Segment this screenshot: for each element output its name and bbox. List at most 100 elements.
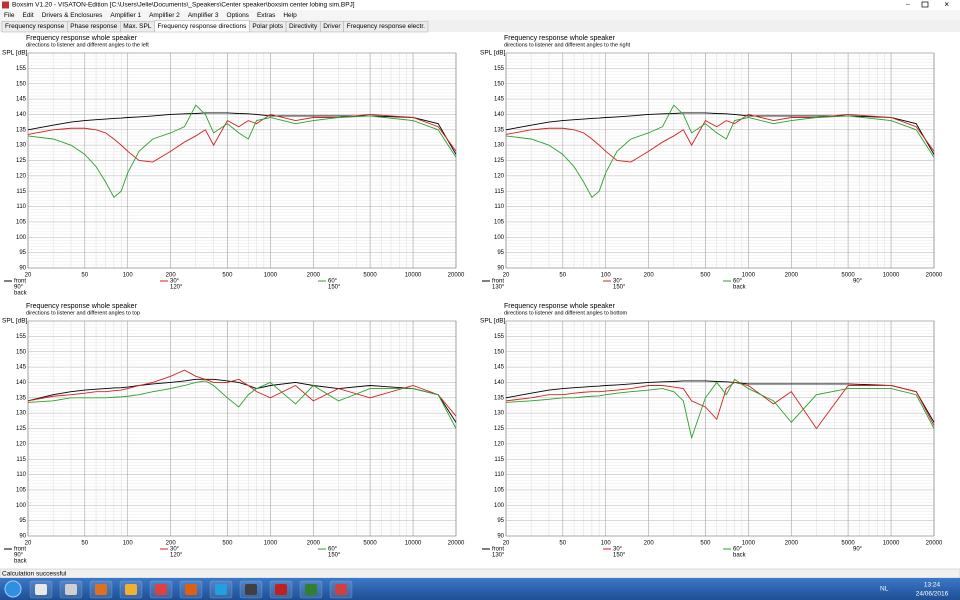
menu-item[interactable]: Amplifier 3: [188, 12, 219, 19]
clock-time[interactable]: 13:24: [924, 582, 941, 589]
clock-date[interactable]: 24/06/2016: [916, 591, 949, 598]
legend-label: 90°: [14, 553, 24, 559]
series-line: [505, 104, 935, 199]
y-tick-label: 130: [16, 143, 27, 149]
taskbar-app-glyph: [275, 584, 287, 595]
legend-label: 60°: [733, 279, 743, 285]
tab-label[interactable]: Polar plots: [252, 23, 283, 30]
x-tick-label: 200: [644, 541, 655, 547]
language-indicator[interactable]: NL: [880, 586, 889, 593]
taskbar-app-glyph: [335, 584, 347, 595]
taskbar-app-glyph: [95, 584, 107, 595]
series-line: [505, 380, 935, 423]
y-tick-label: 135: [494, 127, 505, 133]
legend-label: 150°: [328, 285, 341, 291]
legend-label: 30°: [170, 279, 180, 285]
tab-label[interactable]: Driver: [323, 23, 341, 30]
x-tick-label: 200: [166, 273, 177, 279]
y-tick-label: 125: [494, 158, 505, 164]
x-tick-label: 10000: [883, 273, 900, 279]
legend-label: 130°: [492, 285, 505, 291]
series-line: [505, 112, 935, 155]
minimize-button[interactable]: –: [906, 2, 910, 9]
tab-label[interactable]: Frequency response: [5, 23, 65, 30]
legend-label: 90°: [853, 279, 863, 285]
menu-item[interactable]: Edit: [22, 12, 33, 19]
start-button[interactable]: [4, 580, 22, 598]
series-line: [27, 112, 457, 155]
menu-item[interactable]: Amplifier 1: [110, 12, 141, 19]
y-tick-label: 115: [494, 457, 504, 463]
legend-label: 30°: [613, 547, 623, 553]
y-tick-label: 140: [16, 380, 27, 386]
y-tick-label: 110: [16, 204, 26, 210]
legend-label: front: [14, 547, 26, 553]
legend-label: 150°: [613, 553, 626, 559]
chart-subtitle: directions to listener and different ang…: [504, 42, 631, 48]
x-tick-label: 1000: [742, 541, 756, 547]
y-tick-label: 100: [494, 235, 505, 241]
maximize-button[interactable]: [921, 1, 929, 8]
chart-panel: Frequency response whole speakerdirectio…: [480, 303, 943, 559]
y-tick-label: 100: [16, 503, 27, 509]
close-button[interactable]: ✕: [944, 2, 949, 9]
tab[interactable]: [343, 21, 429, 33]
y-tick-label: 105: [494, 220, 505, 226]
menu-item[interactable]: Options: [227, 12, 250, 19]
y-tick-label: 120: [494, 173, 505, 179]
legend-label: front: [492, 547, 504, 553]
x-tick-label: 2000: [307, 273, 321, 279]
y-tick-label: 100: [16, 235, 27, 241]
x-tick-label: 5000: [363, 541, 377, 547]
tab-label[interactable]: Phase response: [70, 23, 117, 30]
tab-label[interactable]: Frequency response directions: [157, 23, 247, 30]
legend-label: back: [733, 553, 747, 559]
y-tick-label: 150: [16, 81, 27, 87]
y-tick-label: 135: [494, 395, 505, 401]
menu-item[interactable]: Extras: [257, 12, 276, 19]
x-tick-label: 20: [503, 541, 510, 547]
y-tick-label: 145: [16, 365, 27, 371]
chart-title: Frequency response whole speaker: [26, 303, 138, 310]
y-tick-label: 145: [494, 365, 505, 371]
y-tick-label: 150: [494, 349, 505, 355]
menu-item[interactable]: Help: [283, 12, 297, 19]
y-tick-label: 110: [494, 472, 504, 478]
y-tick-label: 115: [16, 189, 26, 195]
x-tick-label: 10000: [405, 541, 422, 547]
menu-item[interactable]: File: [4, 12, 15, 19]
x-tick-label: 500: [222, 273, 233, 279]
taskbar-app-glyph: [125, 584, 137, 595]
legend-label: 30°: [613, 279, 623, 285]
taskbar-app-glyph: [215, 584, 227, 595]
x-tick-label: 20000: [448, 273, 465, 279]
chart-title: Frequency response whole speaker: [504, 303, 616, 310]
legend-label: back: [14, 559, 28, 565]
menu-item[interactable]: Drivers & Enclosures: [42, 12, 103, 19]
y-axis-label: SPL [dB]: [480, 50, 506, 57]
x-tick-label: 20: [25, 273, 32, 279]
tab-label[interactable]: Directivity: [289, 23, 318, 30]
y-tick-label: 125: [16, 158, 27, 164]
x-tick-label: 100: [601, 541, 612, 547]
y-tick-label: 150: [16, 349, 27, 355]
x-tick-label: 1000: [742, 273, 756, 279]
taskbar-app-glyph: [305, 584, 317, 595]
x-tick-label: 50: [81, 273, 88, 279]
charts-area: [0, 32, 960, 569]
x-tick-label: 200: [644, 273, 655, 279]
x-tick-label: 20000: [926, 273, 943, 279]
y-tick-label: 110: [16, 472, 26, 478]
x-tick-label: 500: [222, 541, 233, 547]
y-tick-label: 120: [16, 173, 27, 179]
x-tick-label: 50: [81, 541, 88, 547]
taskbar: [0, 578, 960, 600]
tab-label[interactable]: Frequency response electr.: [347, 23, 426, 30]
tab-label[interactable]: Max. SPL: [123, 23, 152, 30]
chart-subtitle: directions to listener and different ang…: [504, 310, 628, 316]
x-tick-label: 500: [700, 541, 711, 547]
menu-item[interactable]: Amplifier 2: [149, 12, 180, 19]
x-tick-label: 20: [503, 273, 510, 279]
x-tick-label: 1000: [264, 273, 278, 279]
y-axis-label: SPL [dB]: [2, 50, 28, 57]
